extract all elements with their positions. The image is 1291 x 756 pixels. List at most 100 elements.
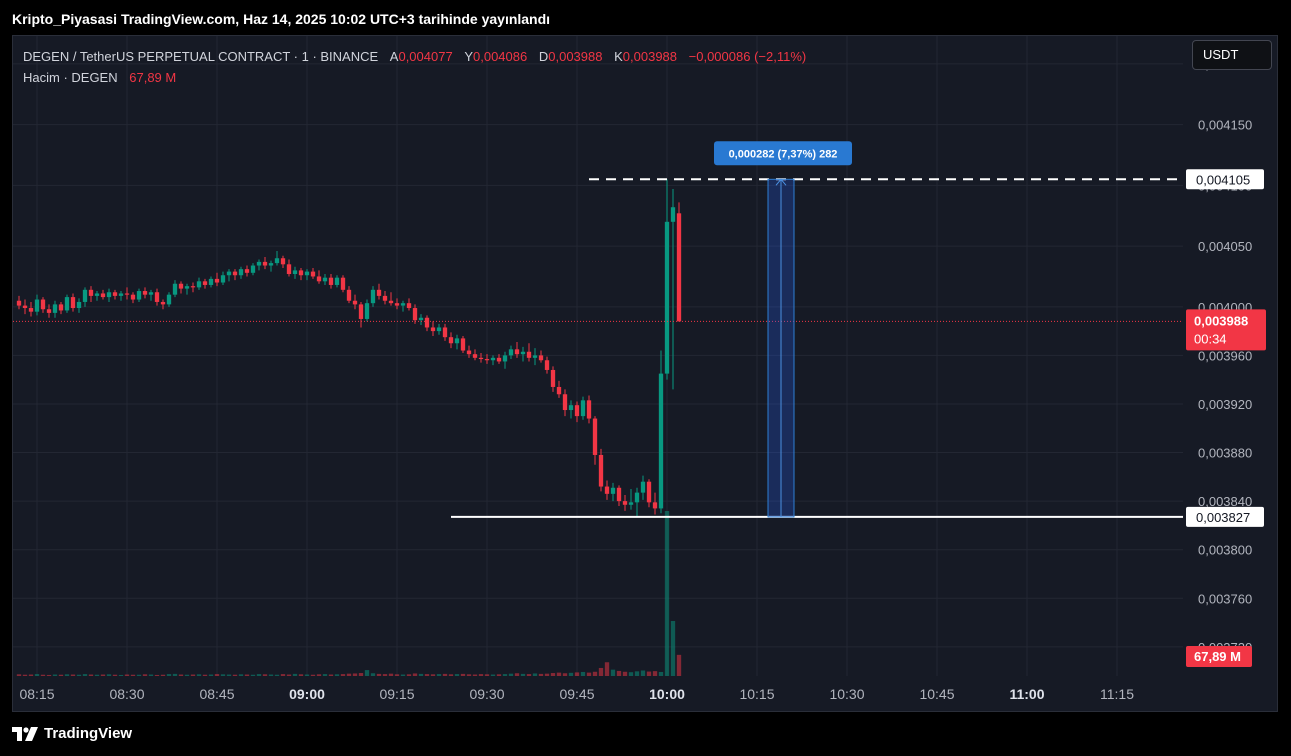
volume-bar: [544, 673, 550, 676]
candle-body: [508, 349, 514, 356]
candle-body: [34, 299, 40, 312]
close-key: K: [614, 49, 623, 64]
candle-body: [556, 386, 562, 395]
volume-bar: [658, 671, 664, 676]
volume-bar: [346, 673, 352, 676]
low-key: D: [538, 49, 549, 64]
candle-body: [52, 304, 58, 313]
candle-body: [640, 481, 646, 493]
line-price-tag: 0,004105: [1196, 172, 1250, 187]
volume-bar: [76, 674, 82, 676]
line-price-tag: 0,003827: [1196, 510, 1250, 525]
tradingview-logo[interactable]: TradingView: [12, 725, 132, 742]
line-price-tag-bg: [1186, 506, 1264, 527]
candle-body: [580, 400, 586, 417]
volume-bar: [358, 673, 364, 676]
candle-body: [412, 308, 418, 321]
candle-body: [334, 277, 340, 285]
volume-bar: [106, 674, 112, 676]
price-tick-label: 0,004050: [1198, 239, 1252, 254]
open-value: 0,004077: [398, 49, 453, 64]
volume-bar: [592, 671, 598, 676]
measure-arrow-head: [775, 178, 787, 186]
chart-panel[interactable]: 0,000282 (7,37%) 282 0,0037200,0037600,0…: [12, 35, 1278, 712]
volume-bar: [676, 654, 682, 676]
candle-body: [76, 301, 82, 309]
volume-bar: [46, 674, 52, 676]
current-price-tag-bg: [1186, 309, 1266, 351]
candle-body: [436, 327, 442, 332]
candle-body: [664, 221, 670, 374]
volume-tag-bg: [1186, 646, 1252, 667]
time-tick-label: 11:00: [1009, 686, 1044, 702]
time-tick-label: 09:45: [559, 686, 594, 702]
measure-label: 0,000282 (7,37%) 282: [729, 148, 838, 160]
volume-bar: [184, 674, 190, 676]
tradingview-wordmark: TradingView: [44, 725, 133, 742]
candle-body: [160, 301, 166, 305]
time-tick-label: 10:00: [649, 686, 685, 702]
volume-bar: [64, 674, 70, 676]
volume-bar: [214, 674, 220, 676]
candle-body: [460, 338, 466, 351]
volume-bar: [40, 674, 46, 676]
legend-ohlc-row: DEGEN / TetherUS PERPETUAL CONTRACT · 1 …: [23, 46, 806, 67]
volume-bar: [298, 674, 304, 676]
volume-bar: [148, 674, 154, 676]
candle-body: [106, 292, 112, 298]
volume-bar: [538, 673, 544, 676]
candle-body: [628, 502, 634, 505]
volume-bar: [196, 674, 202, 676]
candle-body: [358, 304, 364, 319]
measure-label-bg: [714, 141, 852, 166]
candle-body: [166, 294, 172, 305]
volume-bar: [118, 674, 124, 676]
candle-body: [526, 351, 532, 358]
volume-label[interactable]: Hacim · DEGEN: [23, 70, 118, 85]
volume-bar: [58, 674, 64, 676]
volume-bar: [484, 674, 490, 676]
candle-body: [28, 308, 34, 312]
currency-button[interactable]: USDT: [1192, 40, 1272, 70]
candle-body: [652, 502, 658, 509]
volume-bar: [556, 672, 562, 676]
candle-body: [598, 454, 604, 487]
volume-bar: [574, 672, 580, 676]
candle-body: [622, 501, 628, 505]
volume-bar: [286, 674, 292, 676]
volume-bar: [628, 672, 634, 676]
overlays: 0,000282 (7,37%) 282: [13, 141, 1183, 518]
volume-bar: [322, 674, 328, 676]
volume-bar: [610, 669, 616, 676]
candle-body: [538, 355, 544, 361]
symbol-title[interactable]: DEGEN / TetherUS PERPETUAL CONTRACT · 1 …: [23, 49, 379, 64]
volume-bar: [172, 673, 178, 676]
price-tick-label: 0,003880: [1198, 446, 1252, 461]
candle-body: [478, 357, 484, 360]
time-tick-label: 10:15: [739, 686, 774, 702]
volume-bar: [496, 674, 502, 676]
candle-body: [562, 394, 568, 411]
candle-body: [316, 276, 322, 282]
candle-body: [250, 265, 256, 273]
time-tick-label: 08:45: [199, 686, 234, 702]
candle-body: [280, 258, 286, 265]
chart-canvas[interactable]: 0,000282 (7,37%) 282 0,0037200,0037600,0…: [13, 36, 1277, 711]
candle-body: [604, 486, 610, 494]
candle-body: [502, 355, 508, 362]
line-price-tag-bg: [1186, 169, 1264, 190]
volume-bar: [430, 674, 436, 676]
candle-body: [304, 271, 310, 276]
volume-bar: [304, 674, 310, 676]
candle-body: [646, 481, 652, 503]
volume-bar: [208, 674, 214, 676]
volume-bar: [472, 674, 478, 676]
candles: [16, 179, 682, 517]
candle-body: [214, 278, 220, 283]
candle-body: [226, 271, 232, 276]
volume-bar: [490, 674, 496, 676]
candle-body: [616, 487, 622, 502]
volume-bar: [640, 670, 646, 676]
volume-bar: [100, 674, 106, 676]
candle-body: [376, 289, 382, 296]
